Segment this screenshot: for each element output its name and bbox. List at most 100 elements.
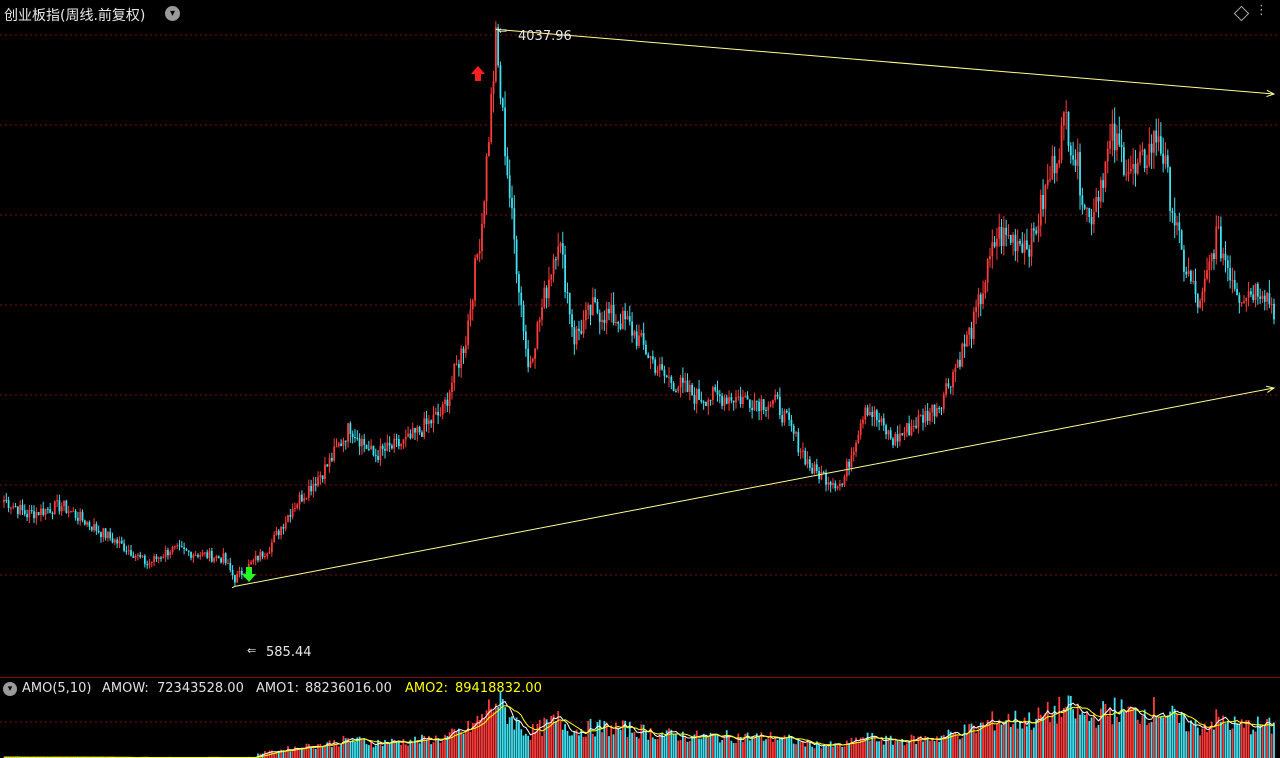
amow-value: 72343528.00 — [157, 681, 244, 696]
candle-up — [303, 498, 306, 502]
candle-down — [751, 407, 754, 411]
volume-bar-up — [601, 732, 603, 758]
volume-bar-up — [827, 745, 830, 758]
volume-bar-up — [1086, 712, 1088, 758]
candle-up — [638, 335, 640, 346]
volume-bar-down — [871, 732, 874, 758]
candle-down — [778, 396, 781, 416]
candle-up — [1056, 163, 1058, 174]
candle-down — [180, 546, 183, 548]
volume-bar-up — [1217, 716, 1220, 758]
candle-up — [448, 392, 451, 406]
volume-bar-down — [568, 735, 571, 758]
candle-down — [377, 455, 379, 461]
more-icon[interactable]: ⋮ — [1255, 3, 1268, 18]
candle-up — [552, 259, 555, 275]
candle-down — [58, 500, 61, 512]
volume-bar-up — [1201, 728, 1204, 758]
candle-down — [785, 410, 788, 413]
volume-bar-up — [610, 725, 613, 758]
volume-bar-down — [938, 741, 941, 758]
candle-up — [1132, 163, 1135, 169]
volume-bar-up — [287, 746, 289, 758]
volume-bar-up — [291, 749, 294, 758]
volume-bar-up — [296, 748, 299, 758]
candle-up — [723, 397, 726, 406]
candle-down — [725, 397, 728, 404]
volume-bar-down — [1268, 717, 1271, 758]
candle-up — [1058, 159, 1061, 164]
volume-bar-up — [649, 728, 652, 758]
candle-down — [647, 354, 650, 358]
candle-down — [651, 356, 654, 360]
volume-bar-down — [1229, 729, 1232, 758]
volume-bar-up — [416, 740, 419, 758]
volume-bar-up — [859, 737, 862, 758]
candle-up — [1240, 302, 1243, 304]
volume-bar-down — [781, 737, 784, 758]
candle-down — [384, 448, 386, 451]
volume-bar-down — [1180, 711, 1183, 758]
volume-bar-up — [633, 731, 636, 758]
candle-up — [194, 554, 197, 556]
candle-down — [160, 557, 162, 559]
candle-down — [732, 400, 735, 403]
volume-bar-up — [1176, 714, 1178, 758]
candle-up — [312, 483, 315, 492]
volume-bar-down — [758, 735, 760, 758]
candle-down — [300, 494, 303, 502]
volume-bar-down — [1236, 723, 1238, 758]
candle-up — [859, 423, 862, 435]
volume-bar-down — [1233, 716, 1236, 758]
candle-up — [977, 294, 980, 307]
volume-bar-down — [834, 743, 837, 758]
candle-up — [961, 343, 964, 367]
candle-down — [841, 483, 844, 485]
chevron-down-icon[interactable]: ▾ — [3, 682, 17, 696]
candle-up — [400, 443, 403, 447]
volume-bar-down — [1159, 716, 1162, 758]
candle-up — [407, 433, 409, 437]
buy-down-arrow-icon — [242, 567, 256, 582]
volume-bar-up — [559, 721, 562, 758]
candle-down — [83, 520, 86, 525]
volume-bar-down — [612, 734, 615, 758]
candle-up — [162, 556, 165, 559]
candle-down — [217, 556, 220, 559]
volume-bar-down — [825, 745, 827, 758]
candle-down — [1226, 260, 1229, 268]
candle-up — [857, 434, 860, 443]
candle-down — [693, 395, 696, 404]
volume-bar-up — [370, 741, 373, 758]
volume-bar-down — [571, 735, 573, 758]
candle-down — [619, 323, 622, 329]
candle-down — [310, 485, 313, 492]
candle-up — [924, 410, 927, 423]
candle-up — [201, 552, 204, 556]
volume-bar-down — [545, 719, 548, 758]
candle-down — [545, 287, 548, 299]
volume-bar-down — [1252, 729, 1255, 758]
candle-up — [1016, 241, 1019, 252]
candle-up — [483, 201, 486, 224]
volume-bar-up — [474, 723, 476, 758]
candle-down — [240, 570, 243, 575]
candle-up — [772, 400, 774, 405]
volume-bar-up — [737, 733, 740, 758]
title-bar: 创业板指(周线.前复权) ▾ ⋮ — [0, 0, 1280, 28]
candle-up — [1136, 162, 1139, 174]
candle-down — [748, 399, 751, 408]
candle-down — [418, 427, 421, 433]
candle-up — [434, 411, 437, 415]
candle-down — [81, 511, 84, 521]
candle-down — [511, 197, 513, 209]
amo2-value: 89418832.00 — [455, 681, 542, 696]
candle-up — [538, 319, 541, 323]
candle-up — [806, 459, 809, 465]
candle-up — [254, 555, 257, 561]
candle-up — [954, 367, 957, 372]
candle-up — [393, 438, 396, 449]
candle-up — [464, 345, 467, 354]
chevron-down-icon[interactable]: ▾ — [165, 6, 180, 21]
volume-bar-up — [774, 737, 777, 758]
